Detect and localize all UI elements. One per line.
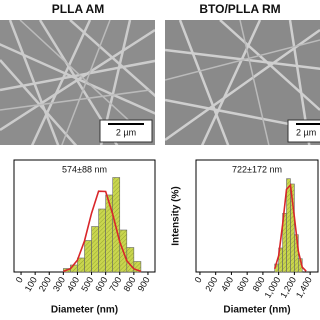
image-title: BTO/PLLA RM [199,2,280,16]
plot-frame [195,159,319,273]
scale-box [287,119,320,143]
x-tick-label: 600 [235,275,251,293]
bar [105,194,114,273]
x-tick-label: 100 [23,275,39,293]
annotation: 574±88 nm [62,164,107,174]
y-axis-label: Intensity (%) [171,186,182,245]
x-tick-label: 900 [136,275,152,293]
x-tick-label: 300 [51,275,67,293]
sem-image [0,20,155,145]
x-tick-label: 0 [14,275,25,284]
x-tick-label: 800 [121,275,137,293]
x-tick-label: 400 [65,275,81,293]
x-tick-label: 200 [203,275,219,293]
bar [91,226,99,273]
scale-label: 2 µm [116,127,136,137]
scale-box [99,119,153,143]
x-axis-label: Diameter (nm) [223,305,290,316]
bar [98,208,106,273]
x-tick-label: 500 [79,275,95,293]
x-tick-label: 600 [93,275,109,293]
x-tick-label: 400 [219,275,235,293]
scale-label: 2 µm [296,127,316,137]
x-axis-label: Diameter (nm) [51,305,118,316]
bar [77,257,85,273]
bar [290,183,295,273]
bar [84,240,92,273]
fit-curve [63,190,142,273]
image-title: PLLA AM [52,2,104,16]
x-tick-label: 0 [193,275,204,284]
bar [133,261,142,273]
bar [286,178,291,273]
annotation: 722±172 nm [232,164,282,174]
x-tick-label: 200 [37,275,53,293]
x-tick-label: 700 [107,275,123,293]
bar [112,177,121,273]
fit-curve [273,183,307,272]
x-tick-label: 1,400 [294,275,314,300]
